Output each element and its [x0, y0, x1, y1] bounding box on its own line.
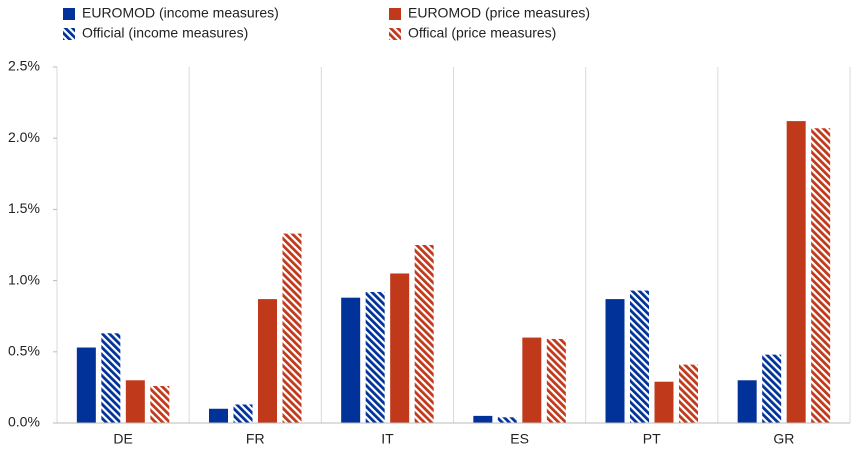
bar	[522, 337, 542, 423]
legend-swatch	[389, 28, 401, 40]
x-tick-label: DE	[113, 431, 132, 447]
bar	[546, 338, 566, 423]
x-tick-label: IT	[381, 431, 394, 447]
y-tick-label: 1.0%	[8, 271, 40, 287]
y-tick-label: 1.5%	[8, 200, 40, 216]
bar	[150, 385, 170, 423]
bar	[233, 404, 253, 423]
bar	[125, 380, 145, 423]
bar	[786, 121, 806, 423]
bar	[473, 415, 493, 423]
bar	[209, 408, 228, 423]
bar	[737, 380, 757, 423]
bar	[497, 417, 517, 423]
legend-swatch	[63, 8, 75, 20]
legend-label: EUROMOD (income measures)	[82, 5, 279, 21]
bar	[605, 299, 625, 423]
bar	[282, 233, 302, 423]
bar	[654, 381, 674, 423]
bar	[341, 297, 361, 423]
bar	[630, 290, 649, 423]
x-tick-label: GR	[773, 431, 794, 447]
y-tick-label: 2.0%	[8, 129, 40, 145]
legend-label: Offical (price measures)	[408, 25, 556, 41]
legend-swatch	[389, 8, 401, 20]
bar	[762, 354, 782, 423]
legend-label: Official (income measures)	[82, 25, 248, 41]
bar	[811, 128, 831, 423]
x-tick-label: PT	[643, 431, 661, 447]
y-tick-label: 0.5%	[8, 343, 40, 359]
y-tick-label: 0.0%	[8, 414, 40, 430]
y-tick-label: 2.5%	[8, 58, 40, 74]
bar	[365, 291, 385, 423]
bar	[679, 364, 698, 423]
legend-label: EUROMOD (price measures)	[408, 5, 590, 21]
x-tick-label: FR	[246, 431, 265, 447]
bar	[101, 333, 121, 423]
bar	[258, 299, 277, 423]
x-tick-label: ES	[510, 431, 529, 447]
legend-swatch	[63, 28, 75, 40]
bar	[414, 245, 434, 423]
bar	[76, 347, 96, 423]
bar	[390, 273, 410, 423]
